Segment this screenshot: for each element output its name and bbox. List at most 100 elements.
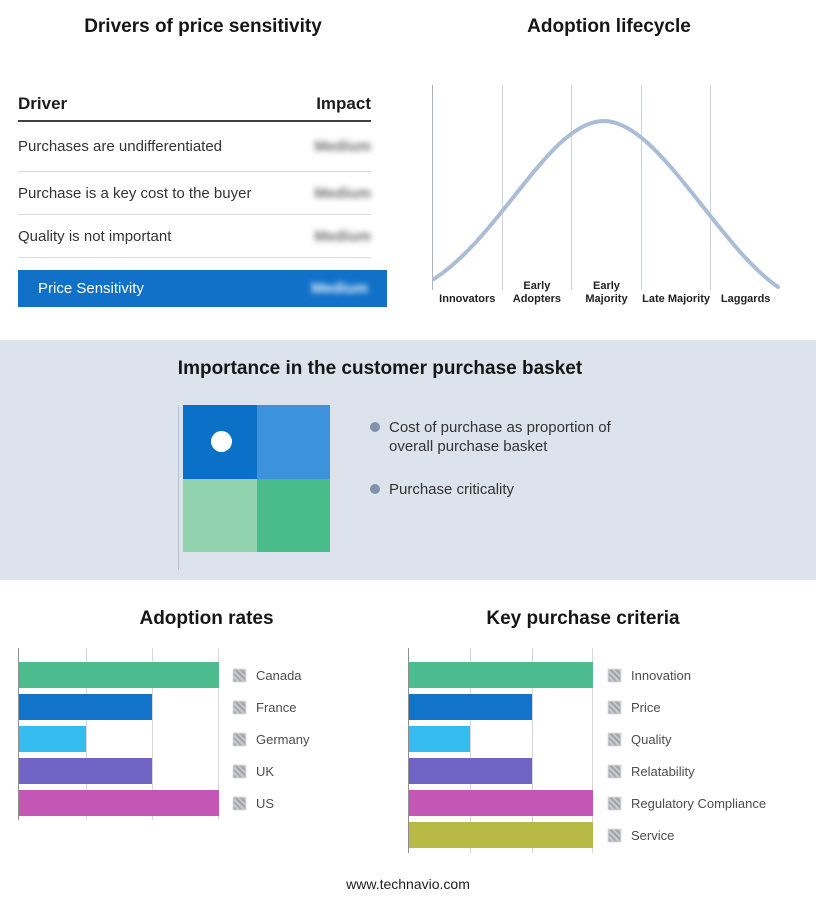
- lifecycle-stage-column: Late Majority: [640, 85, 711, 305]
- price-sensitivity-label: Price Sensitivity: [38, 280, 144, 297]
- legend-swatch-redacted: [608, 732, 621, 746]
- legend-swatch-redacted: [233, 796, 246, 810]
- basket-bullet-list: Cost of purchase as proportion of overal…: [370, 418, 640, 523]
- legend-item: Quality: [608, 726, 766, 752]
- quadrant-bottom-left: [183, 478, 257, 552]
- legend-swatch-redacted: [608, 700, 621, 714]
- bar-france: [19, 694, 153, 720]
- bullet-text: Cost of purchase as proportion of overal…: [389, 419, 611, 455]
- quadrant-matrix: [178, 405, 330, 570]
- bullet-text: Purchase criticality: [389, 481, 515, 498]
- adoption-rates-chart: [18, 648, 219, 820]
- bar-uk: [19, 758, 153, 784]
- drivers-title: Drivers of price sensitivity: [84, 16, 322, 37]
- impact-column-header: Impact: [316, 94, 371, 113]
- impact-cell-redacted: Medium: [314, 227, 371, 245]
- quadrant-axis-line: [178, 405, 179, 570]
- key-purchase-criteria-panel: Key purchase criteria Innovation Price: [408, 600, 808, 875]
- legend-item: UK: [233, 758, 309, 784]
- legend-label: Canada: [256, 667, 302, 683]
- legend-item: Canada: [233, 662, 309, 688]
- website-url: www.technavio.com: [346, 876, 470, 892]
- gridline: [592, 648, 593, 853]
- bar-quality: [409, 726, 471, 752]
- legend-swatch-redacted: [608, 764, 621, 778]
- legend-label: Price: [631, 699, 661, 715]
- legend-item: Price: [608, 694, 766, 720]
- impact-cell-redacted: Medium: [314, 138, 371, 155]
- table-row: Quality is not important Medium: [18, 215, 371, 258]
- impact-cell-redacted: Medium: [311, 280, 368, 297]
- bullet-item: Cost of purchase as proportion of overal…: [370, 418, 640, 456]
- basket-title: Importance in the customer purchase bask…: [177, 358, 583, 379]
- table-row: Purchase is a key cost to the buyer Medi…: [18, 172, 371, 215]
- bullet-icon: [370, 484, 380, 494]
- gridline: [85, 648, 87, 820]
- bar-germany: [19, 726, 86, 752]
- legend-label: France: [256, 699, 297, 715]
- price-sensitivity-row: Price Sensitivity Medium: [18, 270, 387, 307]
- bar-innovation: [409, 662, 593, 688]
- lifecycle-stage-column: Innovators: [432, 85, 502, 305]
- legend-swatch-redacted: [233, 668, 246, 682]
- stage-label: Early Adopters: [512, 280, 562, 305]
- lifecycle-stage-column: Early Majority: [571, 85, 641, 305]
- lifecycle-stage-column: Laggards: [710, 85, 780, 305]
- quadrant-top-right: [256, 405, 330, 479]
- driver-cell: Purchase is a key cost to the buyer: [18, 184, 252, 202]
- bar-us: [19, 790, 219, 816]
- lifecycle-panel: Adoption lifecycle Innovators Early Adop…: [420, 0, 798, 330]
- legend-item: Service: [608, 822, 766, 848]
- legend-label: Innovation: [631, 667, 691, 683]
- bell-curve: [432, 118, 780, 289]
- bullet-item: Purchase criticality: [370, 480, 640, 499]
- lifecycle-chart: Innovators Early Adopters Early Majority…: [432, 85, 780, 305]
- stage-label: Early Majority: [585, 280, 628, 305]
- legend-item: France: [233, 694, 309, 720]
- legend-swatch-redacted: [233, 764, 246, 778]
- legend-item: Innovation: [608, 662, 766, 688]
- driver-cell: Quality is not important: [18, 227, 172, 245]
- legend-swatch-redacted: [233, 700, 246, 714]
- legend-item: Germany: [233, 726, 309, 752]
- adoption-rates-legend: Canada France Germany UK US: [233, 648, 309, 822]
- driver-column-header: Driver: [18, 94, 68, 113]
- gridline: [218, 648, 219, 820]
- legend-swatch-redacted: [608, 668, 621, 682]
- lifecycle-title: Adoption lifecycle: [527, 16, 691, 37]
- legend-item: Regulatory Compliance: [608, 790, 766, 816]
- lifecycle-curve-path: [432, 118, 780, 289]
- gridline: [152, 648, 154, 820]
- table-row: Purchases are undifferentiated Medium: [18, 122, 371, 172]
- legend-label: UK: [256, 763, 275, 779]
- bullet-icon: [370, 422, 380, 432]
- legend-label: Quality: [631, 731, 672, 747]
- legend-label: Relatability: [631, 763, 695, 779]
- legend-label: Regulatory Compliance: [631, 795, 767, 811]
- key-purchase-criteria-chart: [408, 648, 593, 853]
- adoption-rates-title: Adoption rates: [139, 608, 274, 629]
- bar-relatability: [409, 758, 532, 784]
- legend-swatch-redacted: [608, 828, 621, 842]
- legend-label: Service: [631, 827, 675, 843]
- stage-label: Innovators: [439, 293, 496, 305]
- legend-label: US: [256, 795, 275, 811]
- quadrant-bottom-right: [256, 478, 330, 552]
- lifecycle-stage-column: Early Adopters: [501, 85, 572, 305]
- legend-swatch-redacted: [233, 732, 246, 746]
- key-purchase-criteria-legend: Innovation Price Quality Relatability Re…: [608, 648, 766, 854]
- key-purchase-criteria-title: Key purchase criteria: [486, 608, 680, 629]
- driver-cell: Purchases are undifferentiated: [18, 138, 223, 155]
- gridline: [470, 648, 472, 853]
- position-marker-dot: [211, 431, 232, 452]
- bar-canada: [19, 662, 219, 688]
- adoption-rates-panel: Adoption rates Canada France Germany: [18, 600, 395, 840]
- legend-item: US: [233, 790, 309, 816]
- bar-service: [409, 822, 593, 848]
- bar-regulatory-compliance: [409, 790, 593, 816]
- bar-price: [409, 694, 532, 720]
- impact-cell-redacted: Medium: [314, 184, 371, 202]
- drivers-panel: Drivers of price sensitivity Driver Impa…: [18, 0, 388, 330]
- legend-swatch-redacted: [608, 796, 621, 810]
